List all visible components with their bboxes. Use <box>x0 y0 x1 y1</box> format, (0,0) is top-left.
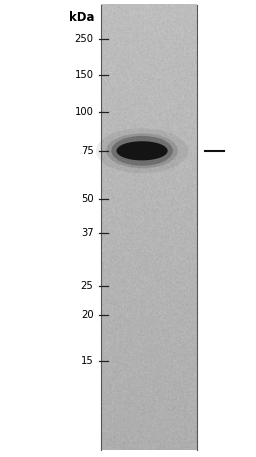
Text: 100: 100 <box>74 107 93 117</box>
Ellipse shape <box>96 128 188 173</box>
Text: 37: 37 <box>81 228 93 238</box>
Text: 15: 15 <box>81 356 93 366</box>
Text: 25: 25 <box>81 281 93 291</box>
Text: 50: 50 <box>81 194 93 204</box>
Ellipse shape <box>111 136 173 166</box>
Text: kDa: kDa <box>69 11 95 24</box>
Text: 150: 150 <box>74 70 93 80</box>
Ellipse shape <box>116 141 168 160</box>
Text: 75: 75 <box>81 146 93 156</box>
Text: 250: 250 <box>74 34 93 44</box>
Text: 20: 20 <box>81 310 93 320</box>
Ellipse shape <box>106 133 178 168</box>
